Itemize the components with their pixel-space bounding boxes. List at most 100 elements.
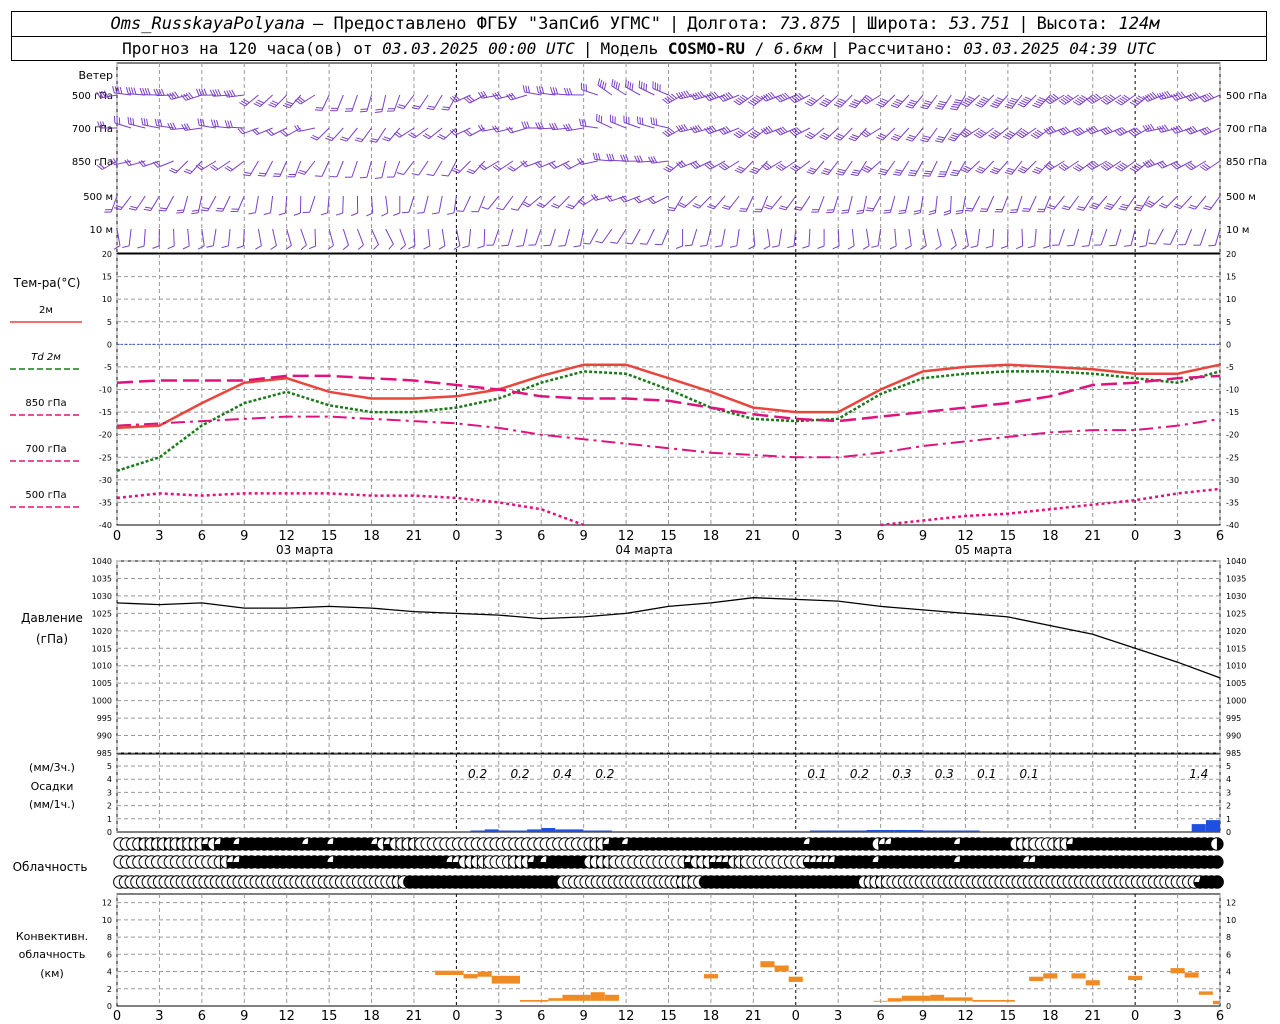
wind-barb-feather bbox=[1184, 128, 1191, 135]
wind-barb-feather bbox=[613, 80, 616, 88]
hour-tick-label-bottom: 9 bbox=[240, 1009, 248, 1024]
wind-barb-feather bbox=[1081, 245, 1089, 247]
wind-barb-feather bbox=[551, 162, 557, 168]
wind-barb-feather bbox=[568, 88, 573, 95]
convective-bar bbox=[944, 997, 973, 1001]
wind-barb bbox=[926, 94, 938, 110]
wind-barb-feather bbox=[650, 156, 655, 164]
wind-barb bbox=[455, 228, 461, 246]
wind-barb-feather bbox=[707, 205, 715, 210]
precip-tick-label: 0 bbox=[107, 828, 112, 837]
wind-barb-feather bbox=[1156, 93, 1162, 100]
precip-bar bbox=[852, 830, 867, 832]
wind-barb-feather bbox=[174, 91, 180, 98]
pressure-tick-label-right: 1035 bbox=[1226, 574, 1246, 583]
wind-barb-feather bbox=[1075, 165, 1082, 171]
wind-barb-feather bbox=[645, 83, 648, 91]
wind-barb bbox=[1021, 127, 1037, 139]
wind-barb-feather bbox=[753, 129, 761, 135]
wind-barb-feather bbox=[268, 129, 275, 135]
wind-barb-feather bbox=[633, 197, 640, 204]
hour-tick-label: 18 bbox=[363, 529, 380, 544]
wind-barb-feather bbox=[635, 196, 642, 203]
wind-barb-feather bbox=[1178, 125, 1184, 132]
wind-barb bbox=[609, 195, 627, 202]
wind-barb-feather bbox=[1018, 131, 1025, 137]
precip-tick-label-right: 5 bbox=[1226, 762, 1231, 771]
wind-barb bbox=[114, 122, 132, 129]
convective-tick-label-right: 12 bbox=[1226, 899, 1236, 908]
wind-barb-feather bbox=[821, 172, 829, 176]
wind-barb-feather bbox=[210, 119, 214, 127]
wind-barb-feather bbox=[224, 167, 231, 172]
wind-barb-feather bbox=[1048, 126, 1054, 133]
wind-barb-feather bbox=[924, 170, 933, 173]
wind-barb bbox=[941, 94, 952, 110]
wind-barb bbox=[728, 195, 740, 210]
day-label: 04 марта bbox=[615, 543, 672, 557]
wind-barb-feather bbox=[975, 170, 983, 174]
pressure-tick-label-right: 995 bbox=[1226, 714, 1241, 723]
wind-barb-feather bbox=[314, 109, 322, 111]
wind-barb-feather bbox=[904, 245, 912, 250]
wind-barb-feather bbox=[665, 166, 672, 171]
wind-barb bbox=[1189, 127, 1207, 135]
wind-barb-feather bbox=[525, 85, 528, 93]
wind-barb-feather bbox=[555, 87, 559, 95]
wind-barb bbox=[911, 127, 924, 142]
wind-barb bbox=[854, 127, 867, 142]
wind-barb-feather bbox=[1105, 162, 1112, 168]
wind-barb-feather bbox=[172, 122, 177, 130]
wind-barb-feather bbox=[1150, 123, 1155, 131]
wind-barb bbox=[1078, 94, 1094, 106]
wind-barb-feather bbox=[975, 104, 983, 108]
wind-barb-feather bbox=[1117, 99, 1124, 104]
convective-bar bbox=[477, 971, 492, 977]
wind-barb bbox=[259, 94, 273, 107]
wind-barb bbox=[781, 160, 797, 171]
wind-barb bbox=[157, 160, 174, 168]
wind-barb bbox=[680, 160, 697, 169]
wind-barb-feather bbox=[327, 244, 334, 250]
wind-barb bbox=[770, 195, 782, 210]
wind-barb-feather bbox=[1175, 92, 1181, 100]
wind-barb bbox=[766, 160, 782, 171]
wind-barb bbox=[454, 94, 471, 103]
hour-tick-label: 6 bbox=[1216, 529, 1224, 544]
wind-barb bbox=[667, 127, 683, 137]
precip-bar bbox=[965, 830, 980, 832]
wind-barb-feather bbox=[1090, 126, 1097, 133]
wind-barb-feather bbox=[988, 134, 995, 140]
wind-barb bbox=[897, 127, 910, 141]
precip-bar bbox=[527, 829, 542, 832]
wind-barb-feather bbox=[242, 98, 250, 104]
wind-barb-feather bbox=[678, 161, 684, 167]
wind-barb-feather bbox=[251, 129, 258, 135]
temp-tick-label-right: -20 bbox=[1226, 431, 1239, 440]
wind-barb bbox=[361, 127, 372, 143]
wind-barb-feather bbox=[398, 104, 406, 107]
wind-barb bbox=[899, 160, 910, 176]
wind-barb-feather bbox=[718, 95, 724, 102]
wind-barb-feather bbox=[1208, 244, 1216, 247]
wind-barb-feather bbox=[537, 122, 542, 130]
wind-barb bbox=[812, 160, 825, 175]
wind-barb-feather bbox=[453, 167, 461, 172]
convective-bar bbox=[590, 992, 605, 1001]
wind-barb-feather bbox=[740, 208, 748, 210]
wind-barb bbox=[966, 94, 980, 107]
wind-barb-feather bbox=[950, 108, 958, 111]
wind-barb-feather bbox=[477, 125, 483, 132]
wind-barb-feather bbox=[905, 105, 913, 109]
wind-barb-feather bbox=[991, 103, 999, 107]
cloud-symbol-fill bbox=[1216, 837, 1224, 851]
wind-barb bbox=[213, 94, 231, 97]
wind-barb bbox=[274, 94, 288, 108]
wind-barb-feather bbox=[1164, 124, 1169, 131]
wind-barb-feather bbox=[777, 164, 785, 170]
wind-barb-feather bbox=[1199, 129, 1205, 136]
wind-barb-feather bbox=[1121, 203, 1129, 207]
precip-unit-1h: (мм/1ч.) bbox=[29, 798, 75, 811]
precip-bar bbox=[838, 830, 853, 832]
wind-barb-feather bbox=[675, 125, 681, 133]
